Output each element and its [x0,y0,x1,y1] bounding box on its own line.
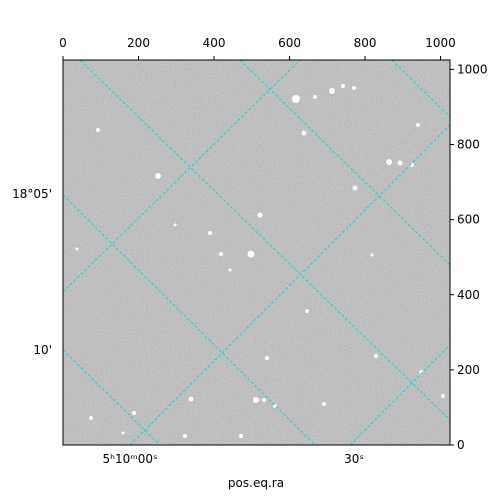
plot-frame [62,59,451,446]
x-tick-label: 1000 [425,36,456,50]
x-tick-label: 600 [278,36,301,50]
world-x-tick-label: 30ˢ [344,452,364,466]
y-tick-label: 200 [457,363,480,377]
grid-line-world [239,60,450,266]
y-tick-label: 0 [457,438,465,452]
sky-image [62,59,451,446]
grid-line-world [391,60,450,118]
y-tick-label: 400 [457,288,480,302]
coordinate-grid [63,60,450,445]
x-tick-label: 400 [203,36,226,50]
grid-line-world [63,194,316,445]
y-tick-label: 800 [457,138,480,152]
y-tick-label: 1000 [457,62,488,76]
x-tick-label: 800 [354,36,377,50]
world-y-tick-label: 10' [33,343,52,357]
grid-line-world [63,60,301,293]
grid-line-world [349,344,450,445]
world-x-tick-label: 5ʰ10ᵐ00ˢ [103,452,158,466]
y-tick-label: 600 [457,213,480,227]
grid-line-world [79,60,450,421]
grid-line-world [129,124,450,445]
grid-line-world [63,349,161,445]
world-y-tick-label: 18°05' [12,187,52,201]
x-tick-label: 0 [59,36,67,50]
stars [75,84,445,438]
x-tick-label: 200 [127,36,150,50]
image-noise [63,60,450,445]
x-axis-label: pos.eq.ra [228,476,284,490]
